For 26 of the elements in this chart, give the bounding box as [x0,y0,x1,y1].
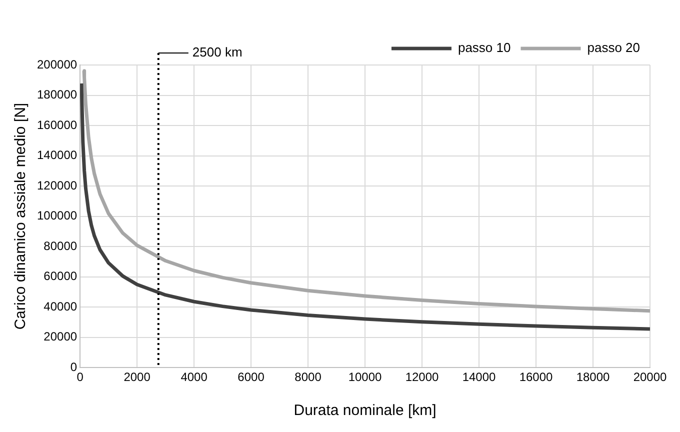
ref-line-label: 2500 km [192,44,242,60]
y-tick-label: 40000 [44,299,78,314]
y-tick-label: 180000 [36,88,78,102]
y-tick-label: 160000 [36,118,78,132]
x-tick-label: 12000 [405,370,440,384]
legend-label: passo 20 [587,40,640,56]
legend-label: passo 10 [458,40,511,56]
x-tick-label: 14000 [462,370,496,384]
x-tick-label: 10000 [348,370,382,384]
x-tick-label: 8000 [294,370,322,384]
y-tick-label: 140000 [36,148,78,162]
y-tick-label: 0 [70,360,78,374]
x-axis-title: Durata nominale [km] [294,402,436,420]
y-tick-label: 80000 [44,238,78,253]
y-tick-label: 120000 [36,178,78,192]
y-tick-label: 200000 [36,57,78,72]
x-tick-label: 20000 [633,370,668,384]
y-axis-title: Carico dinamico assiale medio [N] [12,102,30,330]
x-tick-label: 6000 [238,370,265,384]
y-tick-label: 60000 [44,269,78,284]
x-tick-label: 4000 [180,370,208,384]
x-tick-label: 2000 [124,370,151,384]
y-tick-label: 20000 [44,330,78,344]
y-tick-label: 100000 [36,208,78,223]
x-tick-label: 18000 [576,370,610,384]
x-tick-label: 16000 [519,370,554,384]
